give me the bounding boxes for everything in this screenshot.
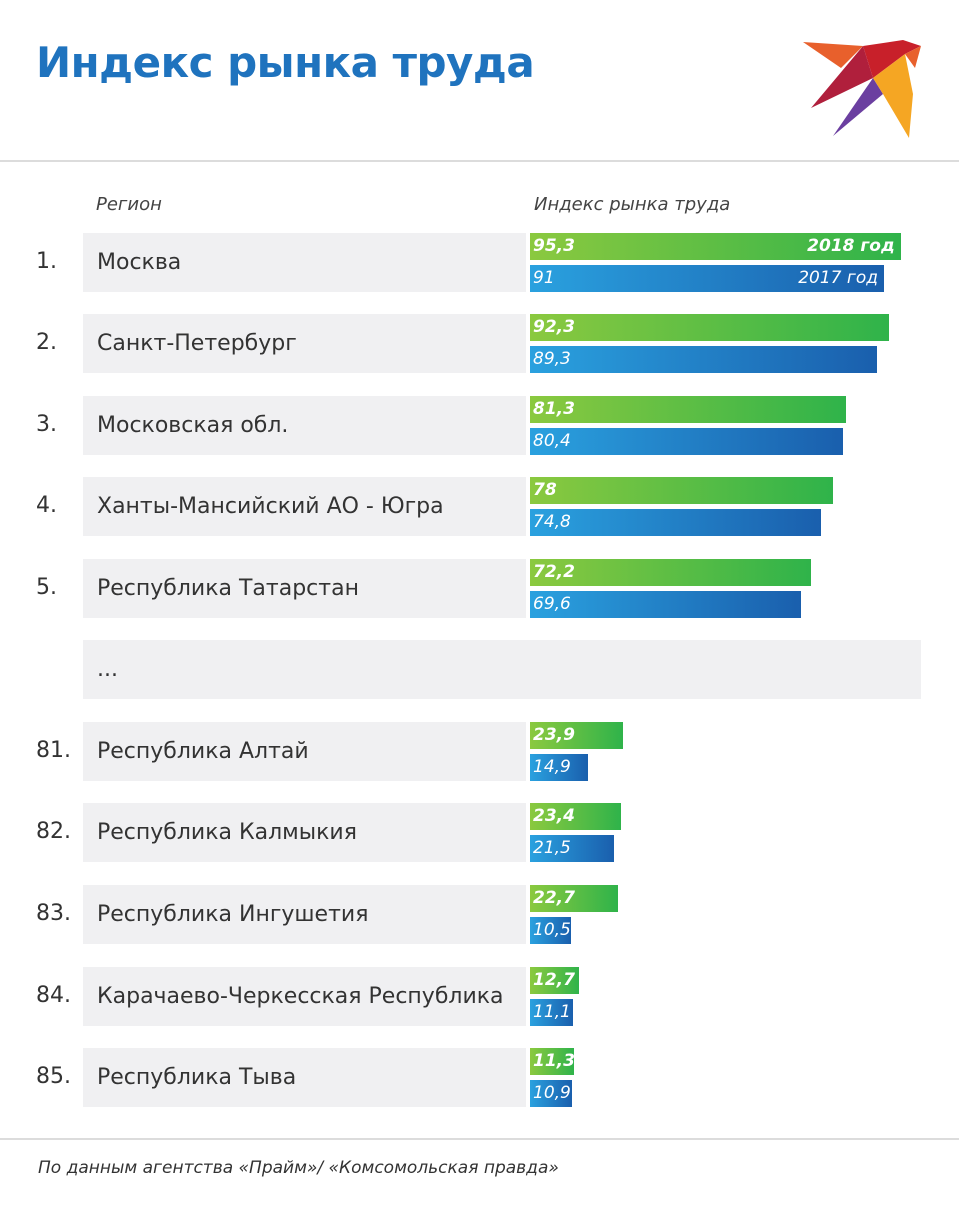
bar-2017-value: 10,5 bbox=[533, 920, 571, 940]
bar-2017: 10,5 bbox=[530, 917, 571, 944]
bar-2018-value: 78 bbox=[533, 480, 557, 500]
region-label: Республика Татарстан bbox=[97, 576, 359, 601]
bar-2018: 78 bbox=[530, 477, 834, 504]
region-row: Республика Алтай bbox=[83, 722, 526, 781]
bar-2017: 80,4 bbox=[530, 428, 843, 455]
bar-2018: 95,3 2018 год bbox=[530, 233, 901, 260]
bar-2017: 91 2017 год bbox=[530, 265, 884, 292]
bottom-divider bbox=[0, 1138, 959, 1140]
bar-2018-value: 95,3 bbox=[533, 236, 575, 256]
ellipsis-row: ... bbox=[83, 640, 921, 699]
top-divider bbox=[0, 160, 959, 162]
region-label: Московская обл. bbox=[97, 413, 289, 438]
bar-2018-value: 22,7 bbox=[533, 888, 575, 908]
bar-2017-value: 69,6 bbox=[533, 594, 571, 614]
region-row: Республика Ингушетия bbox=[83, 885, 526, 944]
legend-2018: 2018 год bbox=[807, 236, 895, 256]
bar-2018: 72,2 bbox=[530, 559, 811, 586]
region-label: Республика Алтай bbox=[97, 739, 309, 764]
bar-2017: 69,6 bbox=[530, 591, 801, 618]
bar-2018-value: 12,7 bbox=[533, 970, 575, 990]
rank-label: 3. bbox=[36, 412, 57, 437]
bar-2017: 74,8 bbox=[530, 509, 821, 536]
bar-2017-value: 14,9 bbox=[533, 757, 571, 777]
bar-2018-value: 92,3 bbox=[533, 317, 575, 337]
region-label: Республика Калмыкия bbox=[97, 820, 357, 845]
bar-2017: 11,1 bbox=[530, 999, 574, 1026]
rank-label: 84. bbox=[36, 983, 71, 1008]
page-title: Индекс рынка труда bbox=[36, 38, 535, 87]
bar-2017-value: 10,9 bbox=[533, 1083, 571, 1103]
ellipsis-label: ... bbox=[97, 657, 118, 682]
bar-2017: 89,3 bbox=[530, 346, 878, 373]
region-row: Республика Калмыкия bbox=[83, 803, 526, 862]
region-label: Ханты-Мансийский АО - Югра bbox=[97, 494, 444, 519]
rank-label: 82. bbox=[36, 819, 71, 844]
region-label: Республика Тыва bbox=[97, 1065, 297, 1090]
source-note: По данным агентства «Прайм»/ «Комсомольс… bbox=[38, 1158, 559, 1178]
bar-2018: 92,3 bbox=[530, 314, 890, 341]
bar-2017-value: 21,5 bbox=[533, 838, 571, 858]
bar-2017: 14,9 bbox=[530, 754, 588, 781]
rank-label: 5. bbox=[36, 575, 57, 600]
region-label: Москва bbox=[97, 250, 182, 275]
bar-2017-value: 11,1 bbox=[533, 1002, 571, 1022]
bar-2018: 11,3 bbox=[530, 1048, 575, 1075]
bar-2017-value: 80,4 bbox=[533, 431, 571, 451]
bar-2018-value: 81,3 bbox=[533, 399, 575, 419]
region-row: Карачаево-Черкесская Республика bbox=[83, 967, 526, 1026]
bar-2018: 23,9 bbox=[530, 722, 623, 749]
rank-label: 81. bbox=[36, 738, 71, 763]
bar-2018: 23,4 bbox=[530, 803, 622, 830]
bar-2018-value: 23,4 bbox=[533, 806, 575, 826]
rank-label: 1. bbox=[36, 249, 57, 274]
region-row: Республика Тыва bbox=[83, 1048, 526, 1107]
bar-2017-value: 89,3 bbox=[533, 349, 571, 369]
legend-2017: 2017 год bbox=[798, 268, 878, 288]
region-label: Республика Ингушетия bbox=[97, 902, 369, 927]
region-row: Санкт-Петербург bbox=[83, 314, 526, 373]
bar-2018-value: 11,3 bbox=[533, 1051, 575, 1071]
bar-2018-value: 72,2 bbox=[533, 562, 575, 582]
bar-2018: 81,3 bbox=[530, 396, 847, 423]
bar-2018: 12,7 bbox=[530, 967, 580, 994]
index-column-header: Индекс рынка труда bbox=[534, 194, 731, 215]
region-row: Республика Татарстан bbox=[83, 559, 526, 618]
rank-label: 2. bbox=[36, 330, 57, 355]
region-label: Карачаево-Черкесская Республика bbox=[97, 984, 504, 1009]
rank-label: 83. bbox=[36, 901, 71, 926]
bar-2017-value: 91 bbox=[533, 268, 555, 288]
bar-2018-value: 23,9 bbox=[533, 725, 575, 745]
rank-label: 4. bbox=[36, 493, 57, 518]
region-row: Москва bbox=[83, 233, 526, 292]
bar-2017: 10,9 bbox=[530, 1080, 573, 1107]
bird-logo-icon bbox=[803, 40, 921, 138]
rank-label: 85. bbox=[36, 1064, 71, 1089]
region-row: Ханты-Мансийский АО - Югра bbox=[83, 477, 526, 536]
region-column-header: Регион bbox=[96, 194, 162, 215]
bar-2017-value: 74,8 bbox=[533, 512, 571, 532]
bar-2018: 22,7 bbox=[530, 885, 619, 912]
bar-2017: 21,5 bbox=[530, 835, 614, 862]
region-label: Санкт-Петербург bbox=[97, 331, 297, 356]
region-row: Московская обл. bbox=[83, 396, 526, 455]
